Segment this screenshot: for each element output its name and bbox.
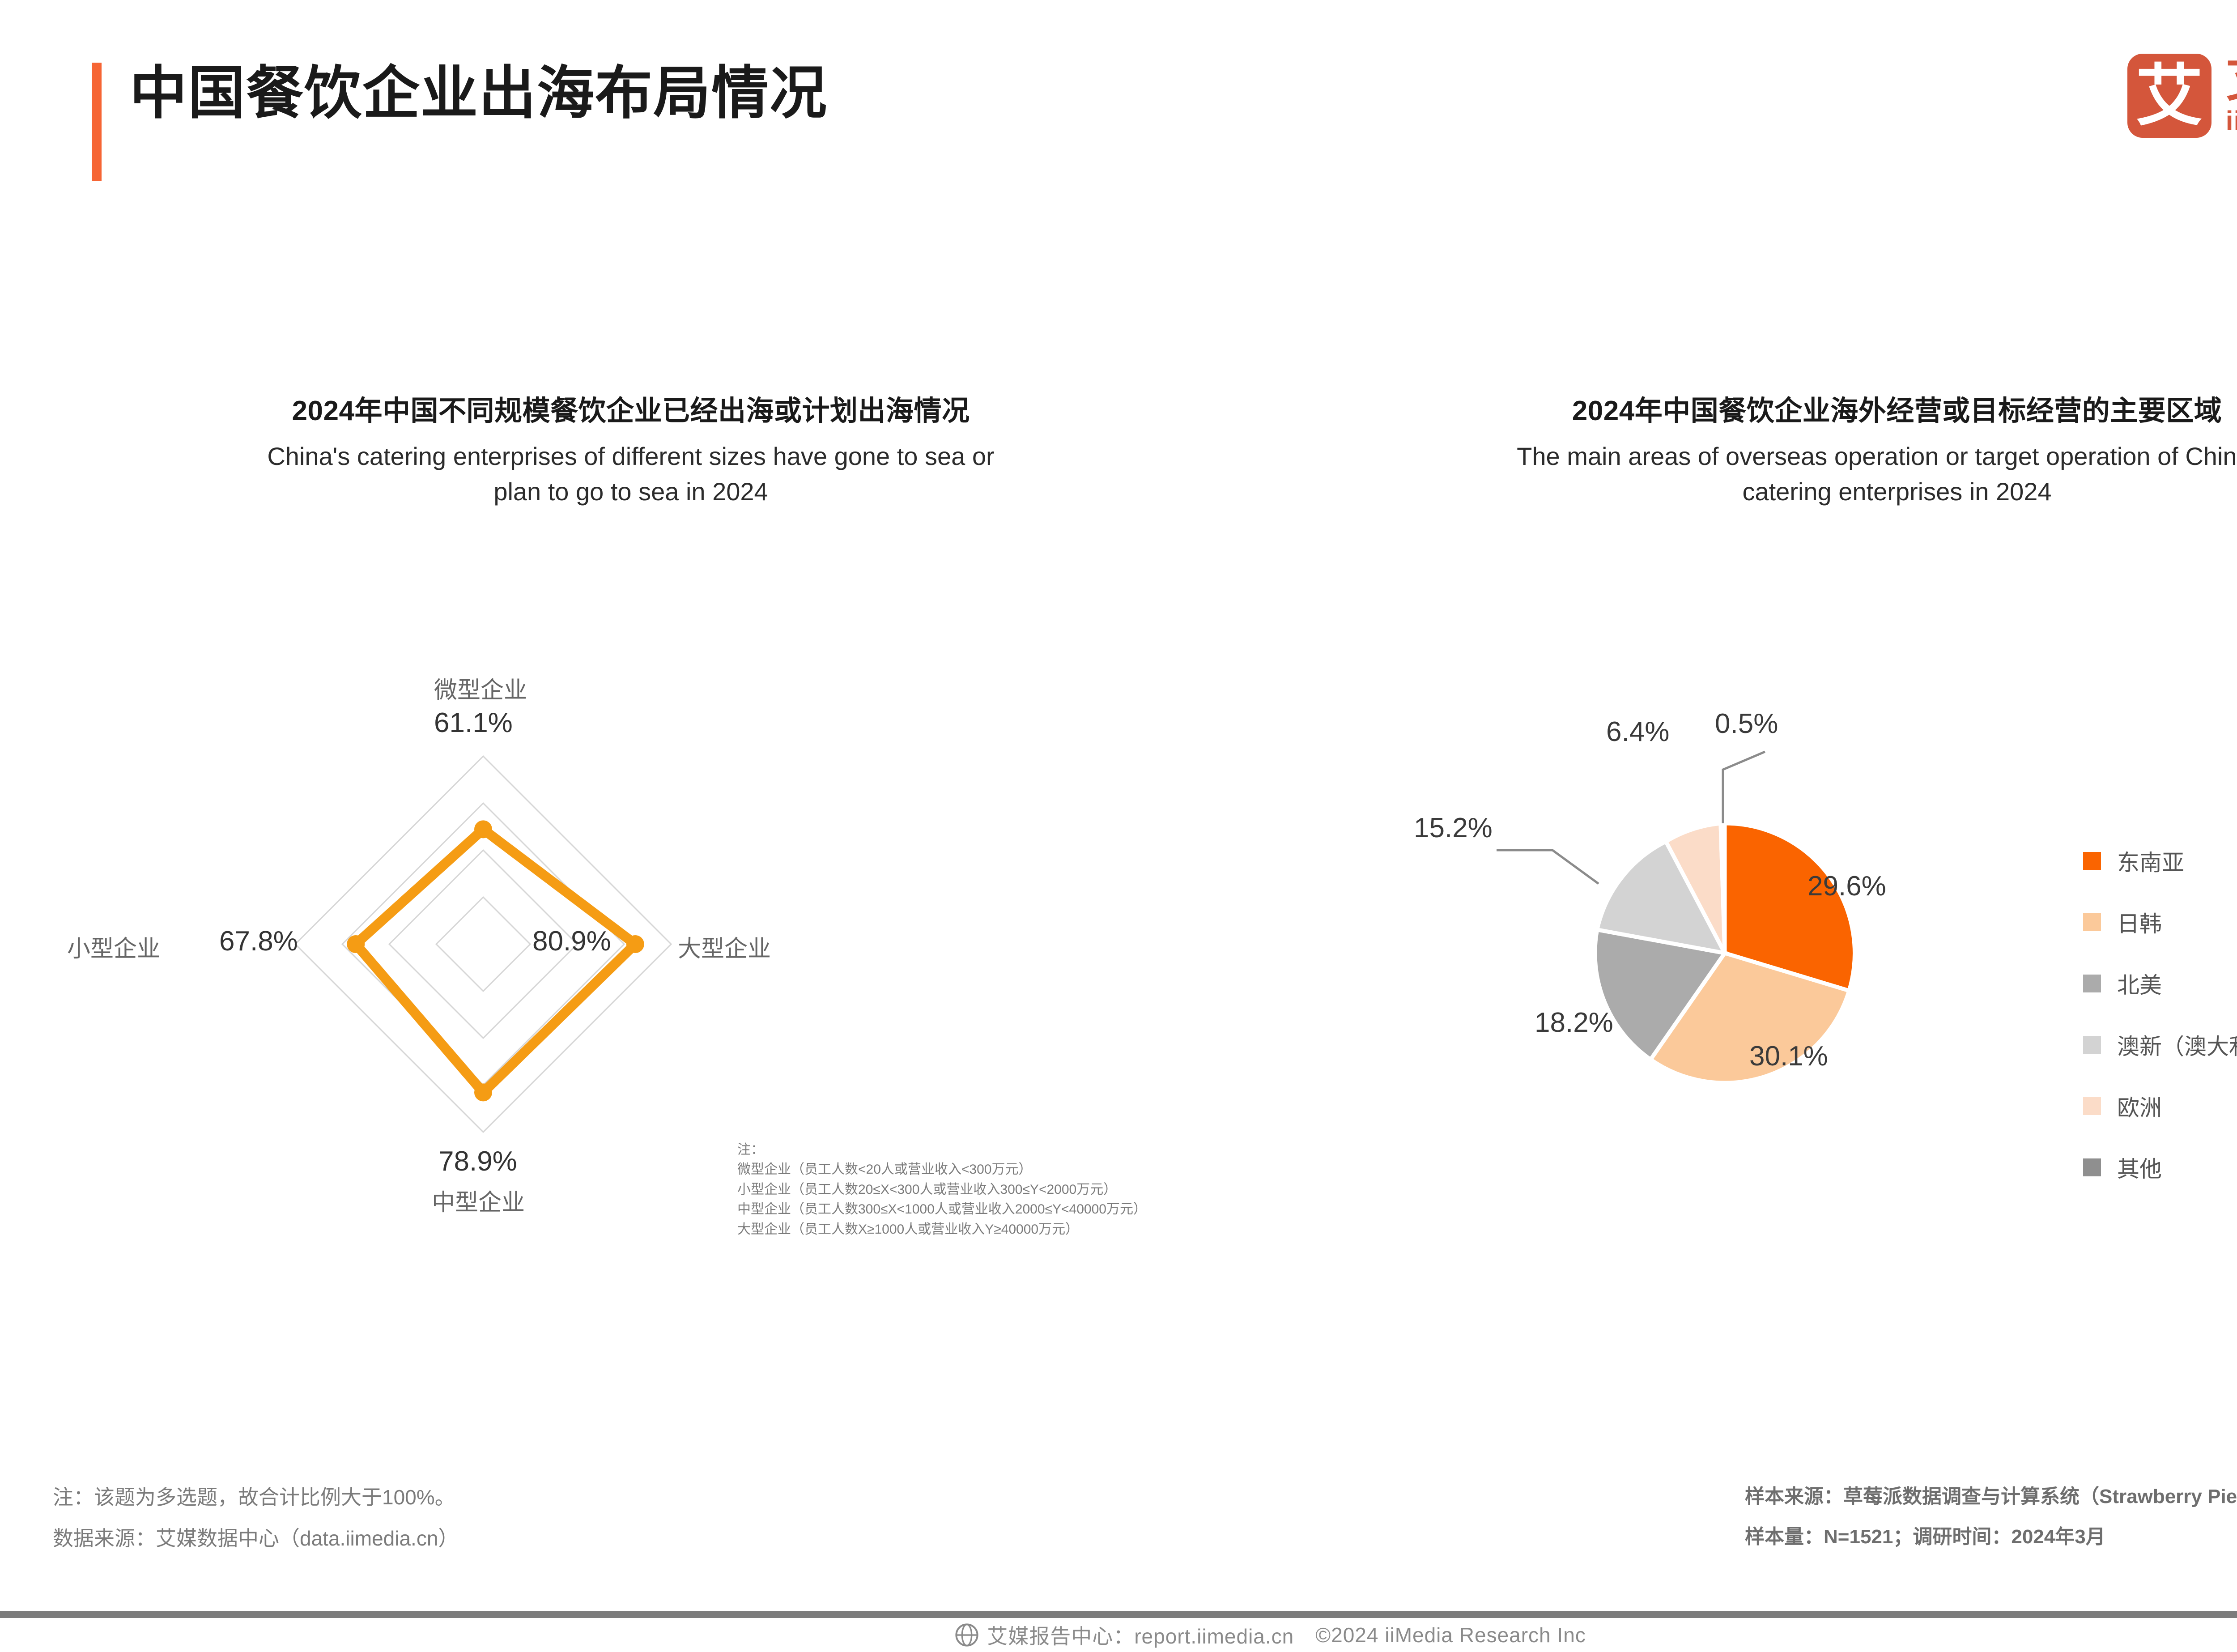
legend-swatch-icon <box>2083 1097 2101 1115</box>
radar-axis-label-large: 大型企业 <box>678 936 771 962</box>
footer-right-notes: 样本来源：草莓派数据调查与计算系统（Strawberry Pie） 样本量：N=… <box>1745 1477 2237 1557</box>
radar-footnote-head: 注： <box>737 1142 764 1157</box>
footer-left-notes: 注：该题为多选题，故合计比例大于100%。 数据来源：艾媒数据中心（data.i… <box>53 1477 459 1559</box>
footer-sample-size: 样本量：N=1521；调研时间：2024年3月 <box>1745 1517 2237 1557</box>
pie-value-other: 0.5% <box>1715 708 1778 739</box>
radar-value-medium: 78.9% <box>438 1146 517 1177</box>
legend-swatch-icon <box>2083 1158 2101 1176</box>
bottom-bar: 艾媒报告中心：report.iimedia.cn ©2024 iiMedia R… <box>0 1618 2237 1652</box>
legend-swatch-icon <box>2083 1035 2101 1054</box>
radar-axis-label-small: 小型企业 <box>67 936 161 962</box>
footer-sample-source-label: 样本来源： <box>1745 1486 1843 1507</box>
left-chart-title-en: China's catering enterprises of differen… <box>27 439 1235 510</box>
pie-leader-line-other <box>1722 750 1765 823</box>
footer-note-multiselect: 注：该题为多选题，故合计比例大于100%。 <box>53 1486 455 1509</box>
legend-item-europe[interactable]: 欧洲 <box>2083 1075 2237 1137</box>
pie-chart: 29.6% 30.1% 18.2% 15.2% 6.4% 0.5% <box>1414 698 2016 1235</box>
left-chart-panel: 2024年中国不同规模餐饮企业已经出海或计划出海情况 China's cater… <box>27 394 1235 510</box>
pie-value-southeast-asia: 29.6% <box>1807 871 1886 902</box>
pie-value-europe: 6.4% <box>1606 716 1670 747</box>
globe-icon <box>955 1623 978 1647</box>
radar-chart-svg <box>294 755 672 1133</box>
legend-label: 澳新（澳大利亚和新西兰） <box>2117 1034 2237 1059</box>
legend-label: 欧洲 <box>2117 1095 2162 1120</box>
pie-chart-legend: 东南亚 日韩 北美 澳新（澳大利亚和新西兰） 欧洲 其他 <box>2083 830 2237 1198</box>
radar-footnote-line-2: 小型企业（员工人数20≤X<300人或营业收入300≤Y<2000万元） <box>737 1182 1117 1197</box>
legend-swatch-icon <box>2083 913 2101 931</box>
logo-mark-glyph: 艾 <box>2135 58 2203 133</box>
title-accent-bar <box>92 63 102 181</box>
legend-item-other[interactable]: 其他 <box>2083 1137 2237 1198</box>
pie-chart-svg <box>1497 750 1857 1085</box>
pie-value-japan-korea: 30.1% <box>1749 1041 1828 1072</box>
pie-slice-north-america <box>1593 927 1728 1063</box>
bottom-divider <box>0 1611 2237 1618</box>
footer-sample-source-value: 草莓派数据调查与计算系统（Strawberry Pie） <box>1843 1486 2237 1507</box>
right-chart-title-cn: 2024年中国餐饮企业海外经营或目标经营的主要区域 <box>1572 396 2222 426</box>
radar-chart: 微型企业 61.1% 大型企业 80.9% 中型企业 78.9% 小型企业 67… <box>67 658 819 1262</box>
pie-slice-anz <box>1595 839 1729 956</box>
radar-data-points <box>347 820 644 1102</box>
bottom-bar-report-center[interactable]: 艾媒报告中心：report.iimedia.cn <box>987 1625 1294 1648</box>
radar-chart-footnote: 注： 微型企业（员工人数<20人或营业收入<300万元） 小型企业（员工人数20… <box>737 1140 1147 1239</box>
radar-footnote-line-1: 微型企业（员工人数<20人或营业收入<300万元） <box>737 1162 1032 1177</box>
logo-text-block: 艾媒咨询 iiMedia Research <box>2226 55 2237 137</box>
left-chart-title-cn: 2024年中国不同规模餐饮企业已经出海或计划出海情况 <box>292 396 970 426</box>
legend-label: 其他 <box>2117 1156 2162 1182</box>
legend-item-anz[interactable]: 澳新（澳大利亚和新西兰） <box>2083 1014 2237 1075</box>
legend-item-north-america[interactable]: 北美 <box>2083 953 2237 1014</box>
left-chart-title-en-line1: China's catering enterprises of differen… <box>267 442 995 470</box>
logo-name-en: iiMedia Research <box>2225 106 2237 136</box>
legend-swatch-icon <box>2083 852 2101 870</box>
pie-value-anz: 15.2% <box>1414 813 1493 843</box>
footer-sample-source: 样本来源：草莓派数据调查与计算系统（Strawberry Pie） <box>1745 1477 2237 1517</box>
radar-value-large: 80.9% <box>532 926 611 957</box>
pie-leader-line-anz <box>1497 849 1599 885</box>
legend-item-japan-korea[interactable]: 日韩 <box>2083 891 2237 953</box>
pie-slice-japan-korea <box>1648 950 1852 1085</box>
iimedia-logo-icon: 艾 <box>2127 54 2211 138</box>
left-chart-title-en-line2: plan to go to sea in 2024 <box>493 477 768 506</box>
pie-value-north-america: 18.2% <box>1535 1007 1613 1038</box>
pie-leader-lines <box>1497 750 1765 885</box>
pie-slice-other <box>1718 821 1727 954</box>
brand-logo: 艾 艾媒咨询 iiMedia Research <box>2127 54 2237 138</box>
radar-axis-label-medium: 中型企业 <box>432 1190 525 1216</box>
radar-axis-label-micro: 微型企业 <box>434 677 527 703</box>
legend-label: 东南亚 <box>2117 850 2184 875</box>
right-chart-title-en-line2: catering enterprises in 2024 <box>1742 477 2052 506</box>
right-chart-panel: 2024年中国餐饮企业海外经营或目标经营的主要区域 The main areas… <box>1280 394 2237 510</box>
legend-swatch-icon <box>2083 974 2101 992</box>
right-chart-title-en-line1: The main areas of overseas operation or … <box>1517 442 2237 470</box>
page-title: 中国餐饮企业出海布局情况 <box>130 61 828 125</box>
logo-name-cn: 艾媒咨询 <box>2226 55 2237 105</box>
radar-data-polygon <box>351 824 640 1098</box>
legend-label: 北美 <box>2117 972 2162 998</box>
footer-data-source: 数据来源：艾媒数据中心（data.iimedia.cn） <box>53 1527 459 1550</box>
right-chart-title-en: The main areas of overseas operation or … <box>1280 439 2237 510</box>
pie-slice-southeast-asia <box>1722 821 1857 993</box>
footer-sample-size-value: N=1521；调研时间：2024年3月 <box>1824 1526 2105 1548</box>
legend-label: 日韩 <box>2117 911 2162 937</box>
radar-value-small: 67.8% <box>219 926 298 957</box>
radar-footnote-line-4: 大型企业（员工人数X≥1000人或营业收入Y≥40000万元） <box>737 1222 1079 1237</box>
radar-value-micro: 61.1% <box>434 707 513 738</box>
footer-sample-size-label: 样本量： <box>1745 1526 1824 1548</box>
legend-item-southeast-asia[interactable]: 东南亚 <box>2083 830 2237 891</box>
radar-footnote-line-3: 中型企业（员工人数300≤X<1000人或营业收入2000≤Y<40000万元） <box>737 1202 1147 1217</box>
bottom-bar-copyright: ©2024 iiMedia Research Inc <box>1315 1623 1586 1647</box>
